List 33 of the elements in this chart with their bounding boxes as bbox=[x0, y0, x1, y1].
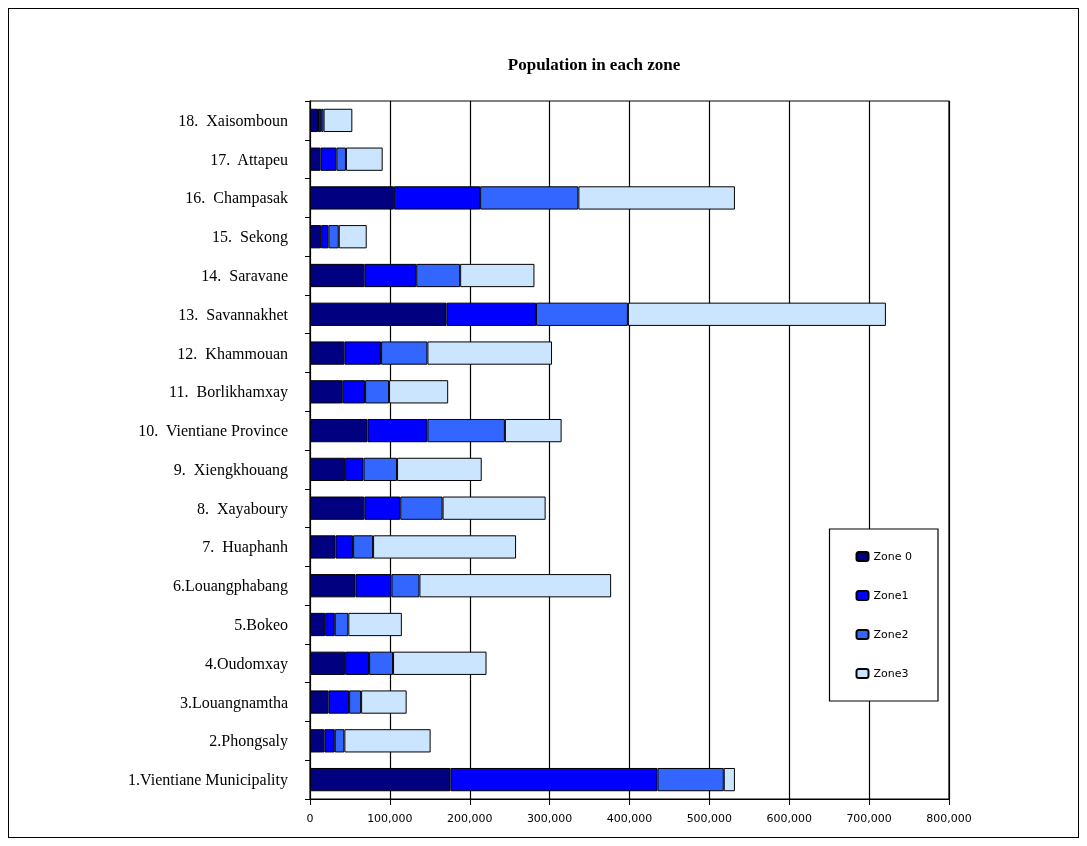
x-tick-label: 300,000 bbox=[526, 812, 573, 825]
y-tick-label: 10. Vientiane Province bbox=[138, 422, 288, 440]
x-tick-label: 800,000 bbox=[926, 812, 972, 825]
y-tick-label: 9. Xiengkhouang bbox=[173, 460, 288, 479]
legend-label: Zone 0 bbox=[873, 550, 912, 563]
bar bbox=[323, 108, 353, 133]
x-tick-label: 700,000 bbox=[846, 812, 892, 825]
y-tick-label: 1.Vientiane Municipality bbox=[128, 771, 288, 790]
x-tick-label: 100,000 bbox=[367, 812, 413, 825]
y-tick-label: 15. Sekong bbox=[212, 228, 288, 247]
legend-label: Zone1 bbox=[873, 589, 909, 602]
y-tick-label: 17. Attapeu bbox=[210, 150, 288, 169]
x-tick-label: 600,000 bbox=[766, 812, 812, 825]
y-tick-label: 14. Saravane bbox=[201, 267, 288, 284]
y-tick-label: 11. Borlikhamxay bbox=[169, 383, 288, 402]
y-tick-label: 7. Huaphanh bbox=[202, 538, 288, 557]
y-tick-label: 2.Phongsaly bbox=[209, 732, 288, 751]
y-tick-label: 5.Bokeo bbox=[234, 616, 288, 633]
y-tick-label: 16. Champasak bbox=[185, 189, 288, 208]
legend-label: Zone3 bbox=[873, 667, 909, 680]
legend-label: Zone2 bbox=[873, 628, 909, 641]
y-tick-label: 3.Louangnamtha bbox=[180, 693, 288, 712]
x-tick-label: 200,000 bbox=[447, 812, 493, 825]
x-tick-label: 500,000 bbox=[686, 812, 733, 825]
y-tick-label: 12. Khammouan bbox=[177, 344, 288, 362]
y-tick-label: 8. Xayaboury bbox=[196, 499, 288, 518]
chart-title: Population in each zone bbox=[507, 55, 681, 74]
y-tick-label: 4.Oudomxay bbox=[204, 654, 288, 673]
y-tick-label: 18. Xaisomboun bbox=[178, 111, 288, 129]
x-tick-label: 400,000 bbox=[606, 812, 653, 825]
x-tick-label: 0 bbox=[306, 812, 314, 825]
y-tick-label: 13. Savannakhet bbox=[178, 305, 289, 323]
y-tick-label: 6.Louangphabang bbox=[172, 577, 288, 596]
